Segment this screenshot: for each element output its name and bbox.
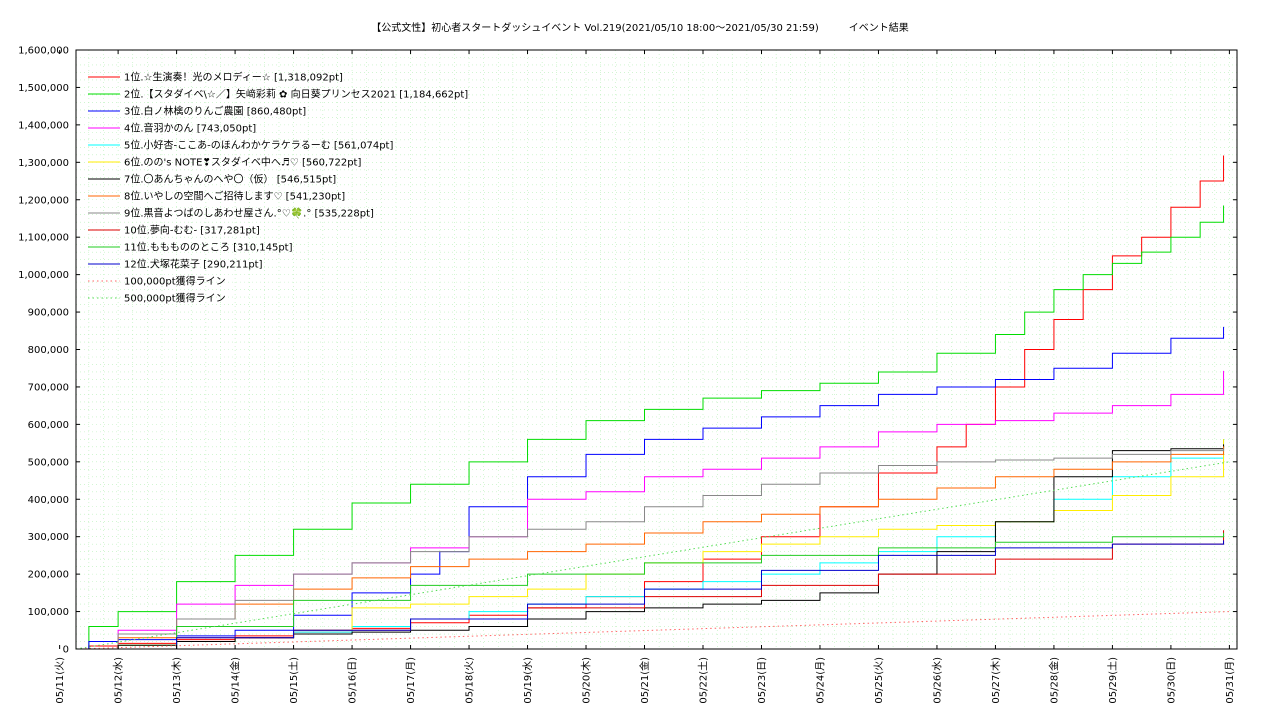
legend-label: 8位.いやしの空間へご招待します♡ [541,230pt] — [124, 190, 345, 203]
series-line — [76, 326, 1225, 650]
legend-label: 9位.黒音よつばのしあわせ屋さん.°♡🍀.° [535,228pt] — [124, 207, 374, 220]
y-tick-label: 700,000 — [28, 382, 69, 393]
y-tick-label: 900,000 — [28, 308, 69, 319]
x-tick-label: 05/20(木) — [581, 657, 593, 704]
series-line — [75, 611, 1230, 650]
x-tick-label: 05/30(日) — [1166, 657, 1177, 704]
x-tick-label: 05/21(金) — [638, 657, 651, 704]
legend-label: 5位.小好杏-ここあ-のほんわかケラケラるーむ [561,074pt] — [124, 139, 393, 152]
x-tick-label: 05/14(金) — [229, 657, 242, 704]
x-tick-label: 05/22(土) — [696, 657, 709, 704]
legend-label: 11位.もももののところ [310,145pt] — [124, 241, 293, 254]
series-lines — [75, 155, 1230, 650]
series-line — [76, 370, 1225, 650]
y-tick-label: 500,000 — [28, 457, 69, 468]
y-tick-label: 1,200,000 — [18, 195, 69, 206]
x-tick-label: 05/24(月) — [814, 657, 826, 704]
x-tick-label: 05/12(水) — [113, 657, 125, 704]
series-line — [76, 532, 1225, 650]
legend-label: 3位.白ノ林檎のりんご農園 [860,480pt] — [124, 105, 306, 118]
axis-ticks: 0 100,000 200,000 300,000 400,000 500,000 600,… — [18, 46, 1237, 704]
y-tick-label: 1,000,000 — [18, 270, 69, 281]
x-tick-label: 05/13(木) — [171, 657, 183, 704]
x-tick-label: 05/28(金) — [1047, 657, 1060, 704]
legend-label: 100,000pt獲得ライン — [124, 275, 226, 288]
y-tick-label: 1,500,000 — [18, 83, 69, 94]
chart-title: 【公式文性】初心者スタートダッシュイベント Vol.219(2021/05/10… — [371, 23, 909, 34]
x-tick-label: 05/29(土) — [1106, 657, 1119, 704]
y-tick-label: 300,000 — [28, 532, 69, 543]
x-tick-label: 05/18(火) — [464, 657, 476, 704]
series-line — [76, 205, 1225, 650]
x-tick-label: 05/19(水) — [522, 657, 534, 704]
legend-label: 10位.夢向-むむ- [317,281pt] — [124, 224, 260, 237]
y-tick-label: 0 — [63, 645, 69, 656]
x-tick-label: 05/25(火) — [873, 657, 885, 704]
x-tick-label: 05/11(火) — [54, 657, 66, 704]
x-tick-label: 05/27(木) — [990, 657, 1002, 704]
y-tick-label: 600,000 — [28, 420, 69, 431]
series-line — [76, 540, 1225, 650]
legend-label: 7位.〇あんちゃんのへや〇（仮） [546,515pt] — [124, 173, 336, 186]
y-tick-label: 100,000 — [28, 607, 69, 618]
legend-label: 6位.のの's NOTE❣スタダイベ中へ♬♡ [560,722pt] — [124, 156, 361, 169]
y-tick-label: 200,000 — [28, 570, 69, 581]
y-tick-label: 800,000 — [28, 345, 69, 356]
y-tick-label: 1,100,000 — [18, 233, 69, 244]
y-tick-label: 1,300,000 — [18, 158, 69, 169]
series-line — [75, 461, 1230, 650]
x-tick-label: 05/23(日) — [757, 657, 768, 704]
x-tick-label: 05/16(日) — [348, 657, 359, 704]
y-tick-label: 1,600,000 — [18, 46, 69, 57]
legend-label: 2位.【スタダイベ\☆／】矢﨑彩莉 ✿ 向日葵プリンセス2021 [1,184,… — [124, 88, 468, 101]
x-tick-label: 05/26(水) — [931, 657, 943, 704]
x-tick-label: 05/17(月) — [405, 657, 417, 704]
series-line — [76, 444, 1225, 650]
series-line — [76, 446, 1225, 650]
legend-label: 1位.☆生演奏！光のメロディー☆ [1,318,092pt] — [124, 71, 343, 84]
y-tick-label: 400,000 — [28, 495, 69, 506]
x-tick-label: 05/15(土) — [287, 657, 300, 704]
legend-label: 12位.犬塚花菜子 [290,211pt] — [124, 258, 263, 271]
series-line — [76, 155, 1225, 650]
legend: 1位.☆生演奏！光のメロディー☆ [1,318,092pt] 2位.【スタダイベ\… — [88, 71, 468, 305]
y-tick-label: 1,400,000 — [18, 120, 69, 131]
x-tick-label: 05/31(月) — [1224, 657, 1236, 704]
legend-label: 4位.音羽かのん [743,050pt] — [124, 122, 256, 135]
series-line — [76, 448, 1225, 650]
grid — [76, 50, 1237, 649]
legend-label: 500,000pt獲得ライン — [124, 292, 226, 305]
